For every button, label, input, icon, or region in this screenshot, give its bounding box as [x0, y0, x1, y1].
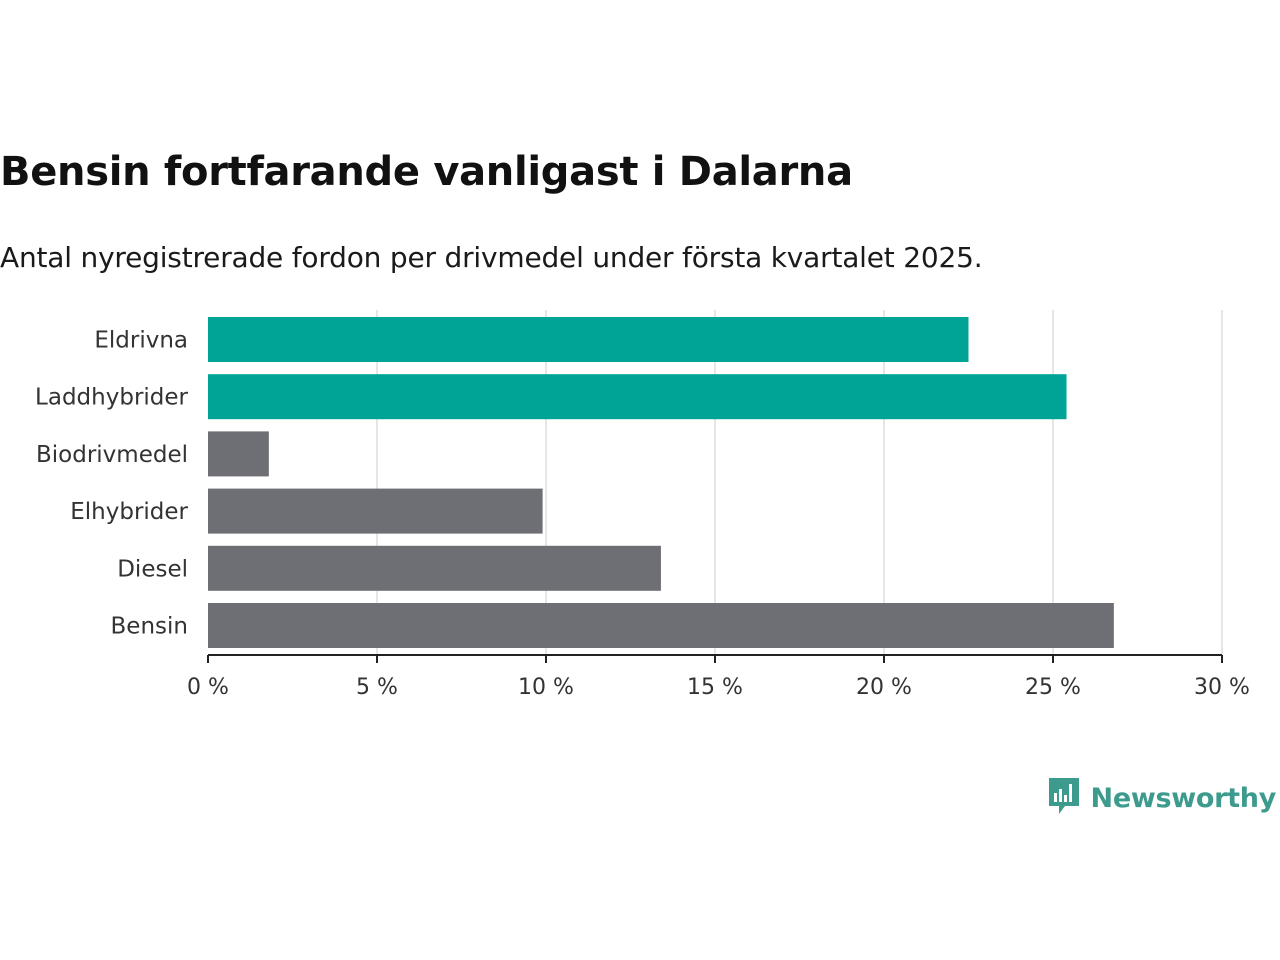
bar: [208, 317, 969, 362]
bars: [208, 317, 1114, 648]
grid-lines: [376, 310, 1223, 655]
brand: Newsworthy: [1047, 776, 1276, 820]
category-label: Bensin: [111, 614, 188, 640]
chart-subtitle: Antal nyregistrerade fordon per drivmede…: [0, 241, 983, 274]
x-tick-label: 25 %: [1025, 675, 1081, 700]
newsworthy-logo-icon: [1047, 776, 1081, 820]
bar: [208, 431, 269, 477]
brand-name: Newsworthy: [1090, 782, 1277, 814]
bar: [208, 603, 1114, 648]
bar: [208, 545, 661, 591]
x-tick-label: 20 %: [856, 675, 912, 700]
category-label: Laddhybrider: [35, 385, 188, 411]
x-tick-label: 5 %: [356, 675, 398, 700]
category-label: Diesel: [117, 556, 188, 582]
x-tick-label: 30 %: [1194, 675, 1250, 700]
x-tick-label: 10 %: [518, 675, 574, 700]
x-tick-label: 15 %: [687, 675, 743, 700]
x-axis: 0 % 5 % 10 % 15 % 20 % 25 % 30 %: [187, 654, 1250, 700]
category-label: Elhybrider: [70, 499, 188, 525]
chart-title: Bensin fortfarande vanligast i Dalarna: [0, 149, 853, 195]
category-labels: Eldrivna Laddhybrider Biodrivmedel Elhybrid…: [35, 328, 188, 640]
bar: [208, 488, 543, 534]
category-label: Eldrivna: [94, 328, 188, 354]
x-tick-label: 0 %: [187, 675, 229, 700]
bar: [208, 374, 1067, 420]
category-label: Biodrivmedel: [36, 442, 188, 468]
